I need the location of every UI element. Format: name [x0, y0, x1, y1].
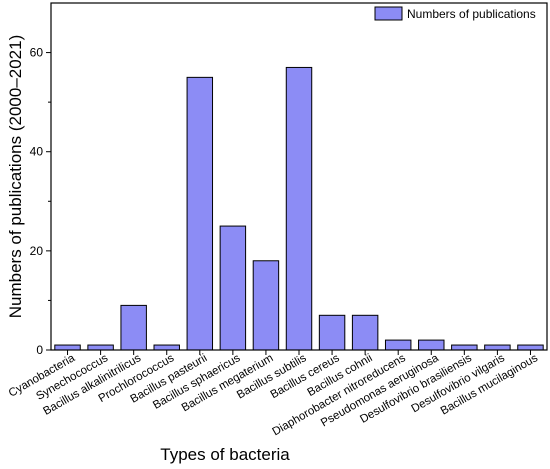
bars-group: [54, 66, 544, 351]
y-tick-label: 20: [30, 244, 44, 258]
y-tick-label: 0: [36, 343, 43, 357]
bar-1: [54, 344, 81, 351]
bar-11: [384, 339, 412, 351]
bar-10: [351, 314, 379, 351]
bar-5: [186, 76, 214, 351]
y-tick-label: 40: [30, 145, 44, 159]
bar-15: [517, 344, 544, 351]
bar-4: [153, 344, 180, 351]
bar-3: [120, 304, 147, 351]
bar-8: [285, 66, 313, 351]
y-tick-label: 60: [30, 46, 44, 60]
bar-6: [219, 225, 247, 351]
plot-frame: [50, 2, 548, 351]
y-axis-title: Numbers of publications (2000–2021): [6, 35, 25, 319]
bar-9: [318, 314, 346, 351]
bar-14: [484, 344, 511, 351]
bar-12: [418, 339, 445, 351]
y-axis-ticks: 0 20 40 60: [30, 46, 51, 357]
bar-13: [451, 344, 478, 351]
bar-7: [252, 260, 280, 351]
x-axis-title: Types of bacteria: [160, 445, 290, 464]
legend-swatch: [374, 6, 403, 21]
legend-label: Numbers of publications: [407, 7, 536, 21]
legend: Numbers of publications: [374, 6, 536, 21]
bar-2: [87, 344, 114, 351]
